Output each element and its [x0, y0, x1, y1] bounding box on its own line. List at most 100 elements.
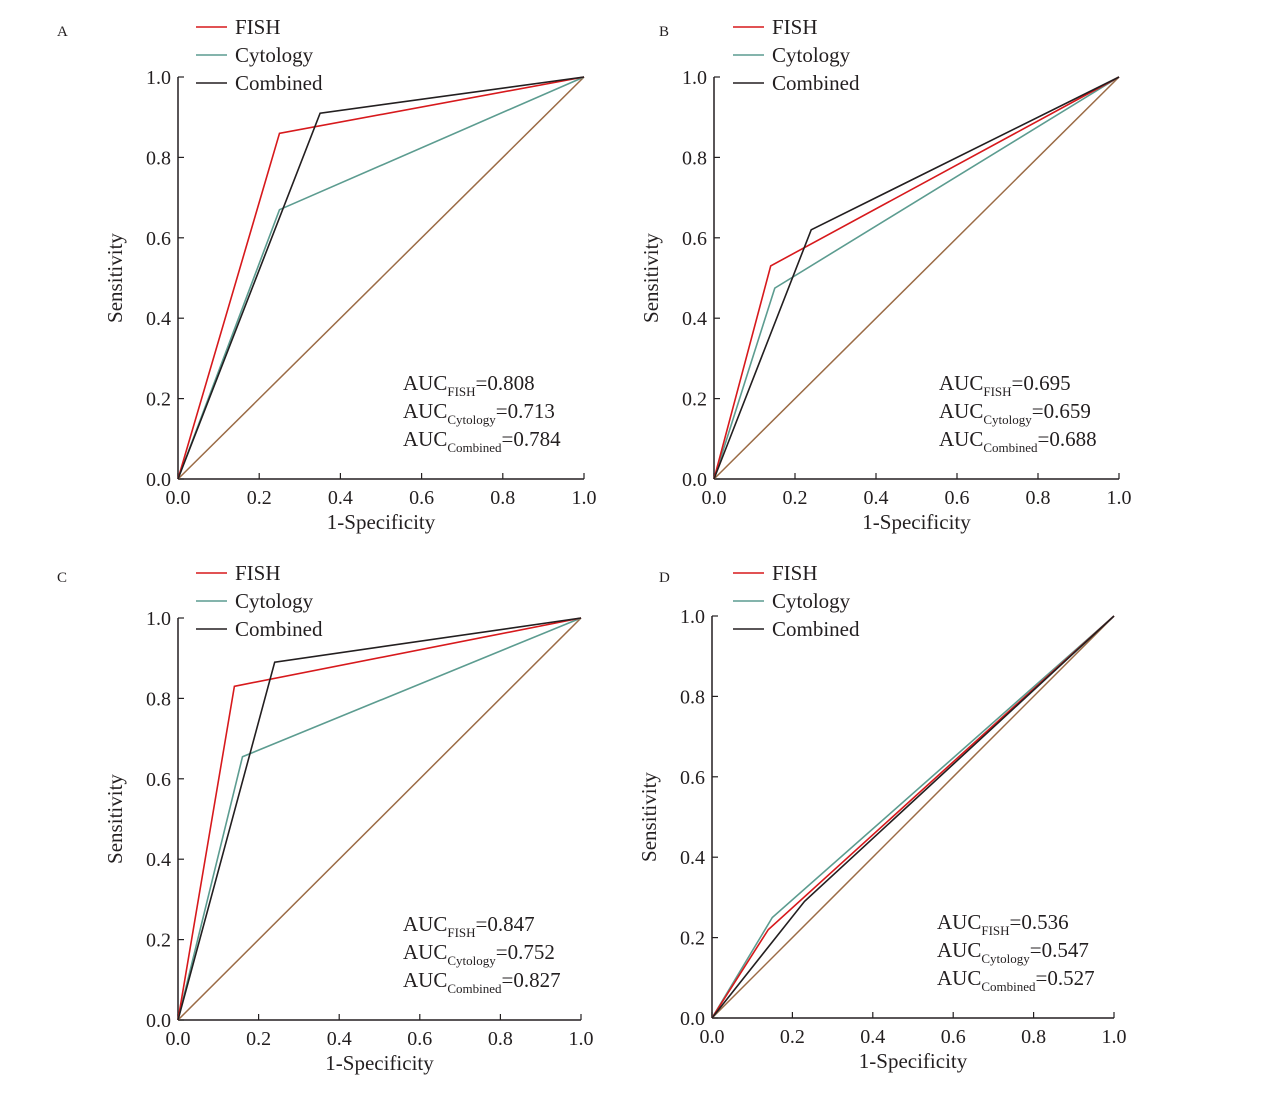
- auc-value: =0.695: [1012, 371, 1071, 395]
- series-line-cytology: [177, 617, 582, 1021]
- x-tick-label: 0.8: [490, 487, 515, 509]
- auc-base: AUC: [403, 371, 447, 395]
- auc-annotation-combined: AUCCombined=0.527: [937, 966, 1095, 994]
- y-tick-label: 0.0: [146, 1010, 171, 1032]
- auc-subscript: Combined: [447, 981, 502, 996]
- panel-letter-a: A: [57, 24, 68, 40]
- x-axis-title: 1-Specificity: [859, 1049, 968, 1073]
- reference-line: [177, 76, 585, 480]
- y-tick-label: 1.0: [682, 67, 707, 89]
- auc-value: =0.659: [1032, 399, 1091, 423]
- auc-annotation-cytology: AUCCytology=0.713: [403, 399, 555, 427]
- auc-value: =0.713: [496, 399, 555, 423]
- legend-label-cytology: Cytology: [772, 589, 851, 613]
- auc-annotation-fish: AUCFISH=0.536: [937, 910, 1069, 938]
- series-line-fish: [177, 76, 585, 480]
- y-tick-label: 0.6: [146, 769, 171, 791]
- auc-subscript: Combined: [983, 440, 1038, 455]
- auc-base: AUC: [403, 968, 447, 992]
- auc-subscript: FISH: [983, 384, 1011, 399]
- auc-annotation-cytology: AUCCytology=0.752: [403, 940, 555, 968]
- x-axis-title: 1-Specificity: [862, 510, 971, 534]
- y-axis-title: Sensitivity: [639, 233, 663, 323]
- y-tick-label: 0.6: [682, 228, 707, 250]
- auc-subscript: Cytology: [447, 953, 496, 968]
- legend-label-combined: Combined: [235, 617, 323, 641]
- series-line-cytology: [713, 76, 1120, 480]
- x-tick-label: 0.6: [409, 487, 434, 509]
- x-tick-label: 0.2: [247, 487, 272, 509]
- x-tick-label: 0.0: [700, 1026, 725, 1048]
- legend-label-combined: Combined: [772, 71, 860, 95]
- panel-letter-d: D: [659, 570, 670, 586]
- y-tick-label: 1.0: [146, 608, 171, 630]
- auc-value: =0.847: [476, 912, 535, 936]
- x-tick-label: 0.4: [860, 1026, 885, 1048]
- panel-letter-b: B: [659, 24, 669, 40]
- x-tick-label: 0.2: [780, 1026, 805, 1048]
- x-tick-label: 0.8: [1021, 1026, 1046, 1048]
- auc-subscript: FISH: [981, 923, 1009, 938]
- series-line-cytology: [177, 76, 585, 480]
- auc-subscript: FISH: [447, 384, 475, 399]
- panel-b: B 0.0 0.2 0.4 0.6 0.8 1.0 0.0 0.2 0.4 0.6 0.8 1.0 1-S…: [639, 15, 1132, 534]
- auc-subscript: Cytology: [981, 951, 1030, 966]
- legend-label-combined: Combined: [772, 617, 860, 641]
- auc-annotation-combined: AUCCombined=0.784: [403, 427, 561, 455]
- auc-base: AUC: [403, 427, 447, 451]
- auc-base: AUC: [939, 399, 983, 423]
- auc-annotation-cytology: AUCCytology=0.547: [937, 938, 1089, 966]
- reference-line: [711, 615, 1115, 1019]
- auc-value: =0.827: [502, 968, 561, 992]
- x-tick-label: 0.6: [941, 1026, 966, 1048]
- legend-label-fish: FISH: [235, 15, 281, 39]
- auc-value: =0.536: [1010, 910, 1069, 934]
- x-tick-label: 0.6: [945, 487, 970, 509]
- auc-base: AUC: [403, 399, 447, 423]
- panel-d: D 0.0 0.2 0.4 0.6 0.8 1.0 0.0 0.2 0.4 0.6 0.8 1.0 1-S…: [637, 561, 1127, 1073]
- x-tick-label: 0.2: [246, 1028, 271, 1050]
- auc-subscript: Cytology: [983, 412, 1032, 427]
- y-tick-label: 0.8: [146, 147, 171, 169]
- series-line-fish: [713, 76, 1120, 480]
- legend-label-fish: FISH: [772, 561, 818, 585]
- panel-letter-c: C: [57, 570, 67, 586]
- series-line-combined: [177, 76, 585, 480]
- y-tick-label: 0.4: [680, 847, 705, 869]
- x-tick-label: 0.4: [328, 487, 353, 509]
- x-tick-label: 0.0: [166, 1028, 191, 1050]
- x-tick-label: 0.2: [783, 487, 808, 509]
- auc-base: AUC: [937, 910, 981, 934]
- y-tick-label: 0.8: [680, 686, 705, 708]
- auc-base: AUC: [937, 938, 981, 962]
- auc-annotation-combined: AUCCombined=0.688: [939, 427, 1097, 455]
- auc-annotation-fish: AUCFISH=0.847: [403, 912, 535, 940]
- y-tick-label: 0.2: [680, 928, 705, 950]
- series-line-fish: [177, 617, 582, 1021]
- x-axis-title: 1-Specificity: [325, 1051, 434, 1075]
- series-line-combined: [711, 615, 1115, 1019]
- x-tick-label: 0.4: [864, 487, 889, 509]
- x-axis-title: 1-Specificity: [327, 510, 436, 534]
- x-tick-label: 0.6: [407, 1028, 432, 1050]
- auc-annotation-fish: AUCFISH=0.808: [403, 371, 535, 399]
- x-tick-label: 0.0: [702, 487, 727, 509]
- y-tick-label: 1.0: [680, 606, 705, 628]
- y-axis-title: Sensitivity: [103, 774, 127, 864]
- y-axis-title: Sensitivity: [637, 772, 661, 862]
- auc-value: =0.688: [1038, 427, 1097, 451]
- auc-value: =0.547: [1030, 938, 1089, 962]
- auc-annotation-fish: AUCFISH=0.695: [939, 371, 1071, 399]
- y-tick-label: 0.0: [680, 1008, 705, 1030]
- x-tick-label: 0.0: [166, 487, 191, 509]
- auc-value: =0.752: [496, 940, 555, 964]
- auc-base: AUC: [403, 940, 447, 964]
- series-line-fish: [711, 615, 1115, 1019]
- reference-line: [177, 617, 582, 1021]
- auc-value: =0.784: [502, 427, 562, 451]
- reference-line: [713, 76, 1120, 480]
- y-tick-label: 0.2: [146, 389, 171, 411]
- auc-value: =0.527: [1036, 966, 1095, 990]
- auc-base: AUC: [939, 427, 983, 451]
